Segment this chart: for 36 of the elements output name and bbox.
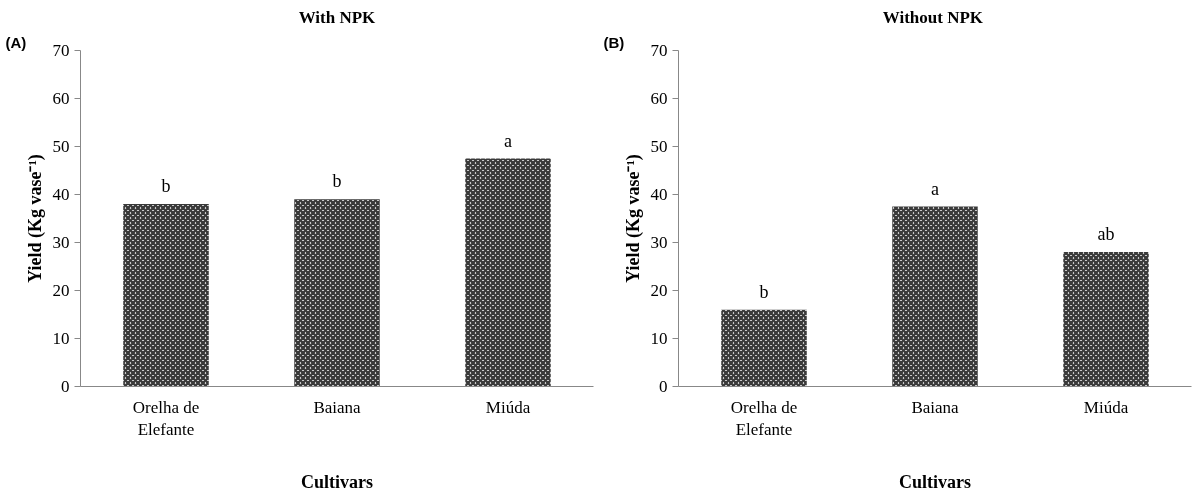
x-tick-label: Baiana — [313, 397, 362, 417]
annotation: b — [759, 281, 769, 302]
y-tick-label: 10 — [52, 329, 70, 348]
annotation: b — [161, 176, 171, 197]
y-tick-label: 60 — [52, 89, 70, 108]
text: (A) — [5, 33, 27, 51]
x-tick-label: Orelha de Elefante — [730, 397, 798, 440]
y-tick-label: 10 — [650, 329, 668, 348]
text: (B) — [603, 33, 625, 51]
y-tick-label: 0 — [659, 377, 668, 396]
x-tick-label: Miúda — [485, 397, 531, 417]
y-axis-title: Yield (Kg vase⁻¹) — [622, 154, 644, 283]
y-tick-label: 40 — [650, 185, 668, 204]
x-tick-label: Orelha de Elefante — [132, 397, 200, 440]
chart-title: Without NPK — [882, 7, 984, 27]
y-tick-label: 20 — [52, 281, 70, 300]
chart-title: With NPK — [298, 7, 377, 27]
x-axis-title: Cultivars — [301, 472, 373, 493]
x-axis-title: Cultivars — [899, 472, 971, 493]
x-tick-label: Miúda — [1083, 397, 1129, 417]
annotation: ab — [1097, 224, 1115, 245]
y-tick-label: 70 — [650, 41, 668, 60]
y-tick-label: 30 — [52, 233, 70, 252]
x-tick-label: Baiana — [911, 397, 960, 417]
y-tick-label: 50 — [52, 137, 70, 156]
y-tick-label: 20 — [650, 281, 668, 300]
annotation: a — [931, 178, 940, 199]
annotation: b — [332, 171, 342, 192]
y-tick-label: 60 — [650, 89, 668, 108]
y-axis-title: Yield (Kg vase⁻¹) — [24, 154, 46, 283]
y-tick-label: 0 — [61, 377, 70, 396]
annotation: a — [504, 130, 513, 151]
y-tick-label: 70 — [52, 41, 70, 60]
y-tick-label: 40 — [52, 185, 70, 204]
y-tick-label: 50 — [650, 137, 668, 156]
y-tick-label: 30 — [650, 233, 668, 252]
